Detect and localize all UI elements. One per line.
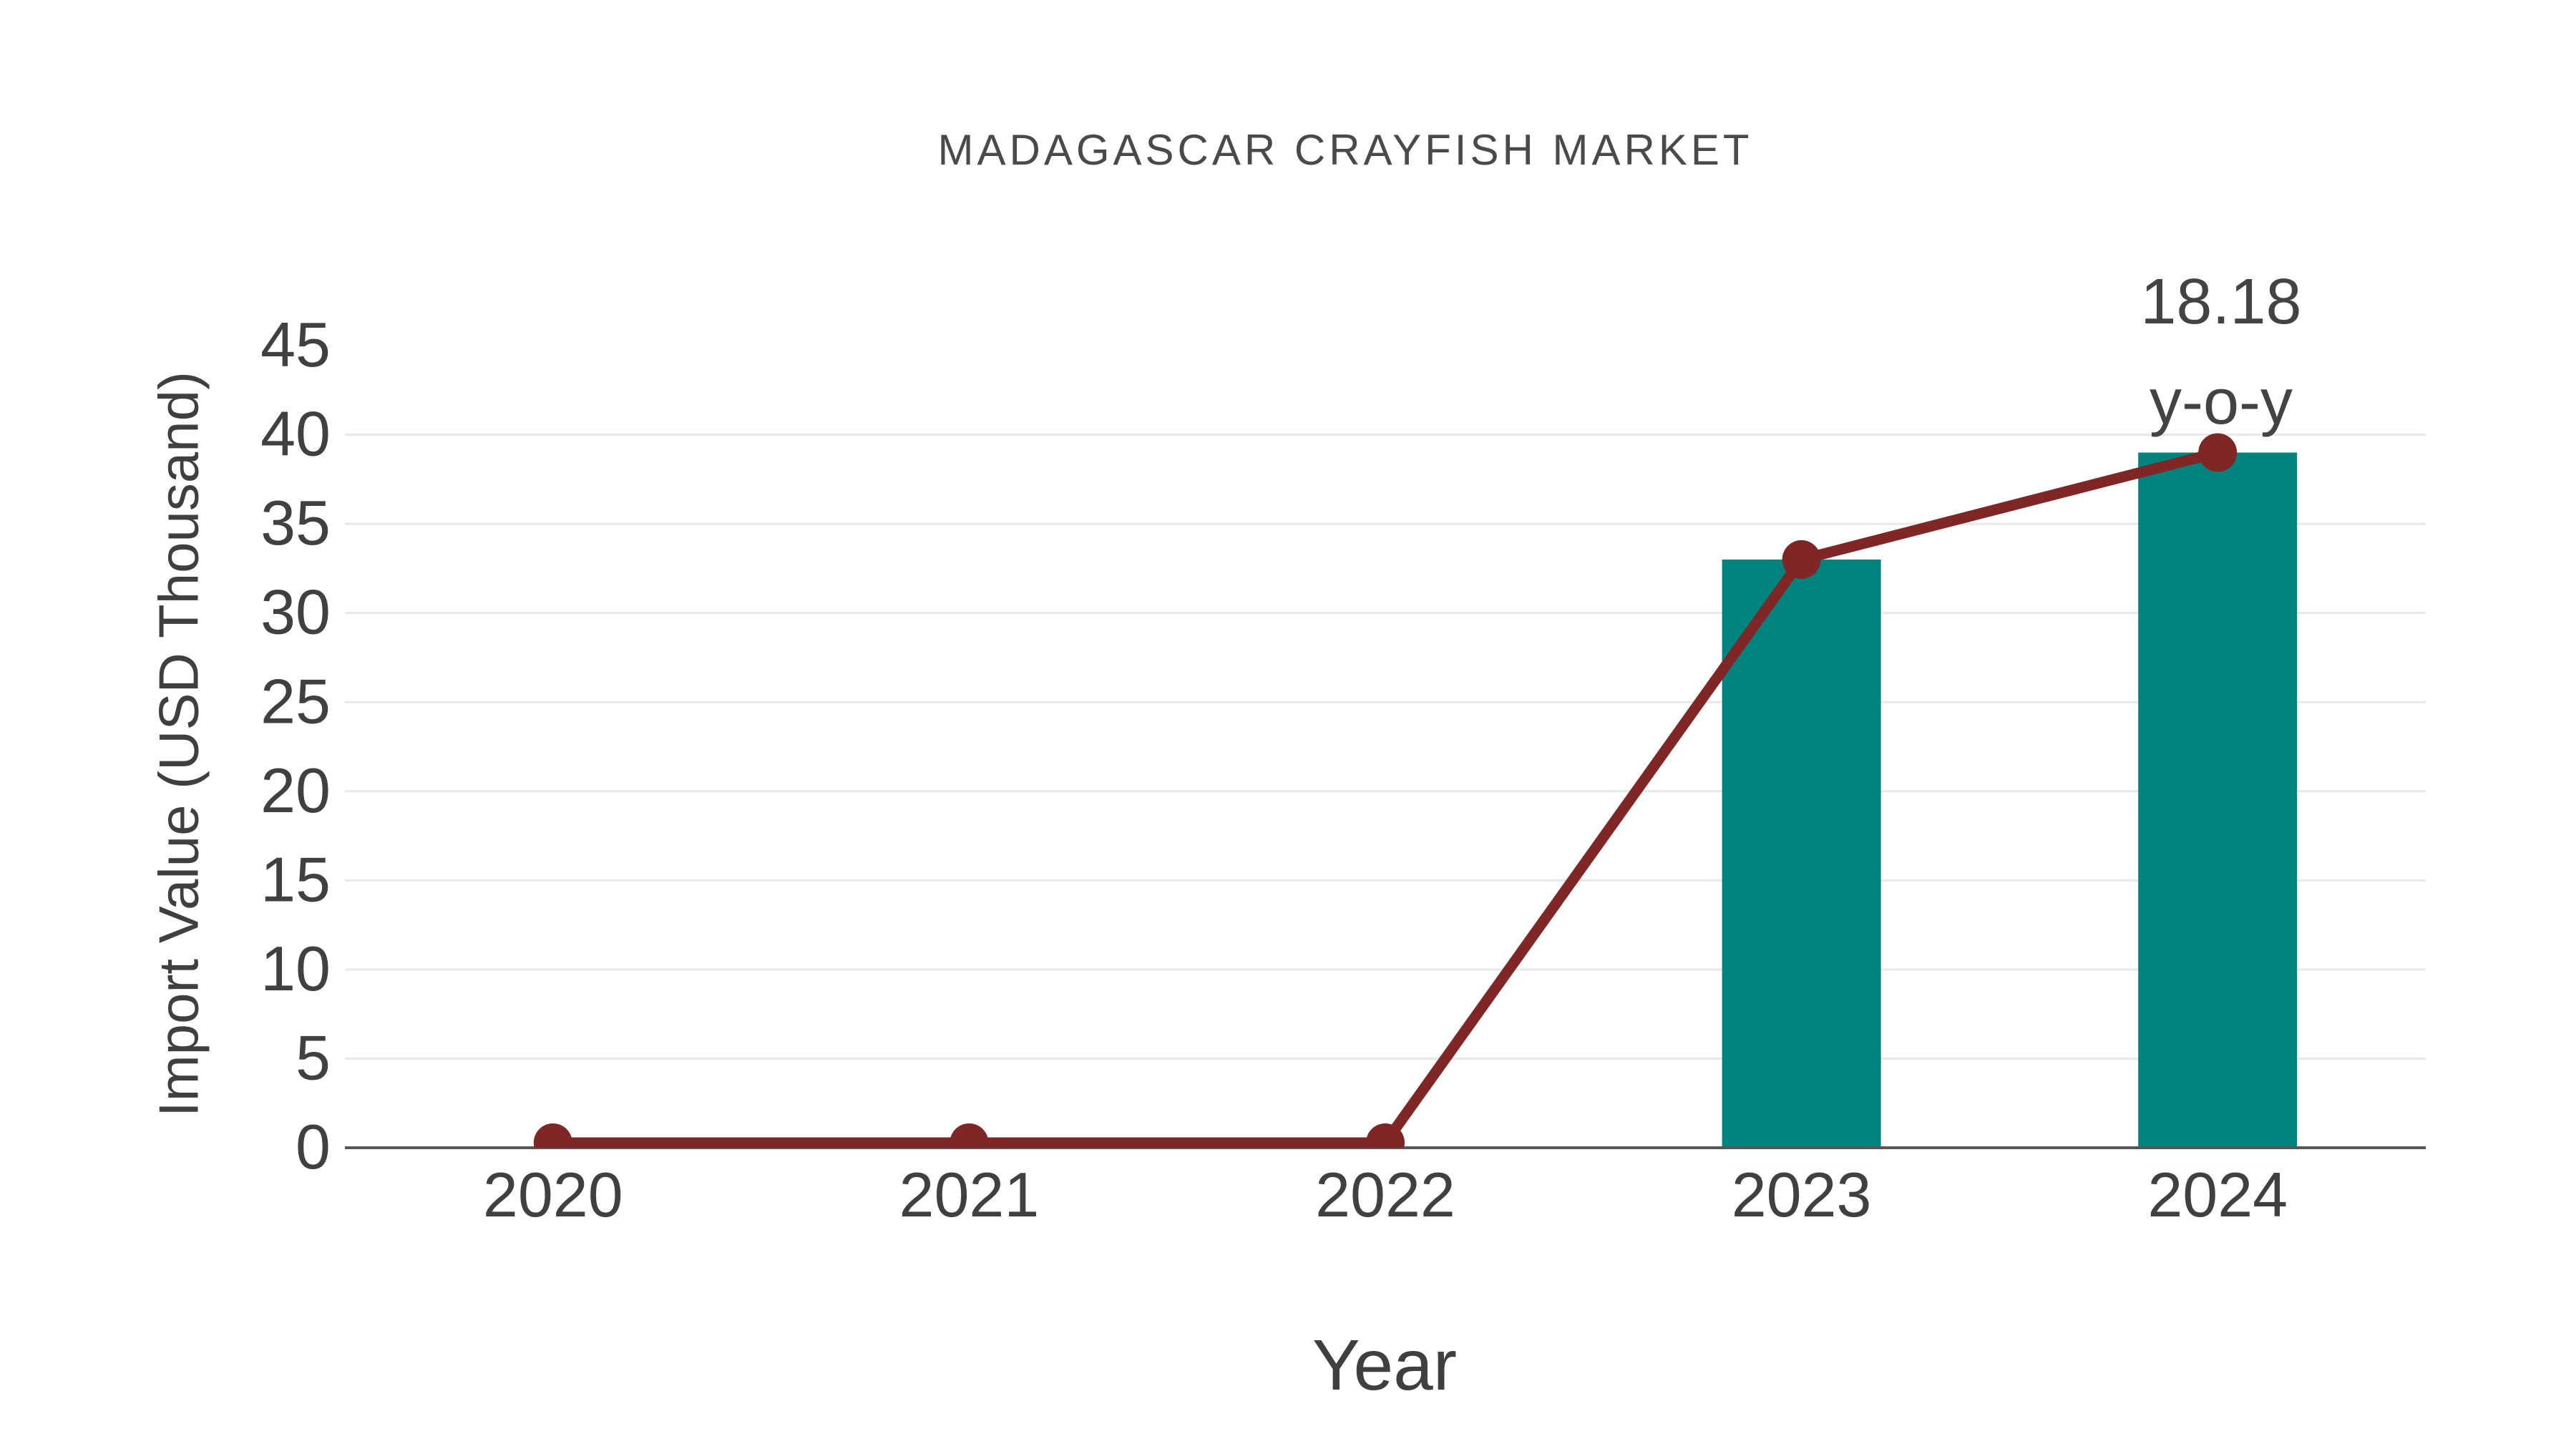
data-point-marker xyxy=(950,1123,989,1148)
data-point-marker xyxy=(1366,1123,1405,1148)
y-tick-label: 15 xyxy=(260,844,331,914)
y-tick-label: 40 xyxy=(260,399,331,469)
y-tick-label: 10 xyxy=(260,933,331,1004)
y-tick-label: 0 xyxy=(296,1111,331,1182)
x-tick-label: 2024 xyxy=(2147,1159,2288,1230)
bar xyxy=(1722,559,1881,1148)
chart-title: MADAGASCAR CRAYFISH MARKET xyxy=(937,126,1753,174)
y-tick-label: 45 xyxy=(260,309,331,380)
y-tick-label: 30 xyxy=(260,577,331,648)
x-tick-label: 2021 xyxy=(899,1159,1040,1230)
x-tick-label: 2020 xyxy=(483,1159,623,1230)
y-tick-label: 25 xyxy=(260,665,331,736)
data-point-marker xyxy=(533,1123,572,1148)
x-tick-label: 2022 xyxy=(1315,1159,1455,1230)
annotation-yoy: 18.18 y-o-y xyxy=(2140,252,2301,452)
data-point-marker xyxy=(2198,433,2238,472)
data-point-marker xyxy=(1782,540,1821,579)
x-axis-title: Year xyxy=(1312,1325,1458,1405)
trend-line xyxy=(552,447,2220,1148)
y-tick-label: 20 xyxy=(260,755,331,826)
x-tick-label: 2023 xyxy=(1732,1159,1872,1230)
trend-line-layer xyxy=(533,433,2238,1148)
y-tick-label: 35 xyxy=(260,487,331,558)
annotation-label: y-o-y xyxy=(2149,366,2293,438)
y-tick-label: 5 xyxy=(296,1022,331,1093)
bar xyxy=(2138,452,2298,1148)
annotation-value: 18.18 xyxy=(2140,266,2302,338)
